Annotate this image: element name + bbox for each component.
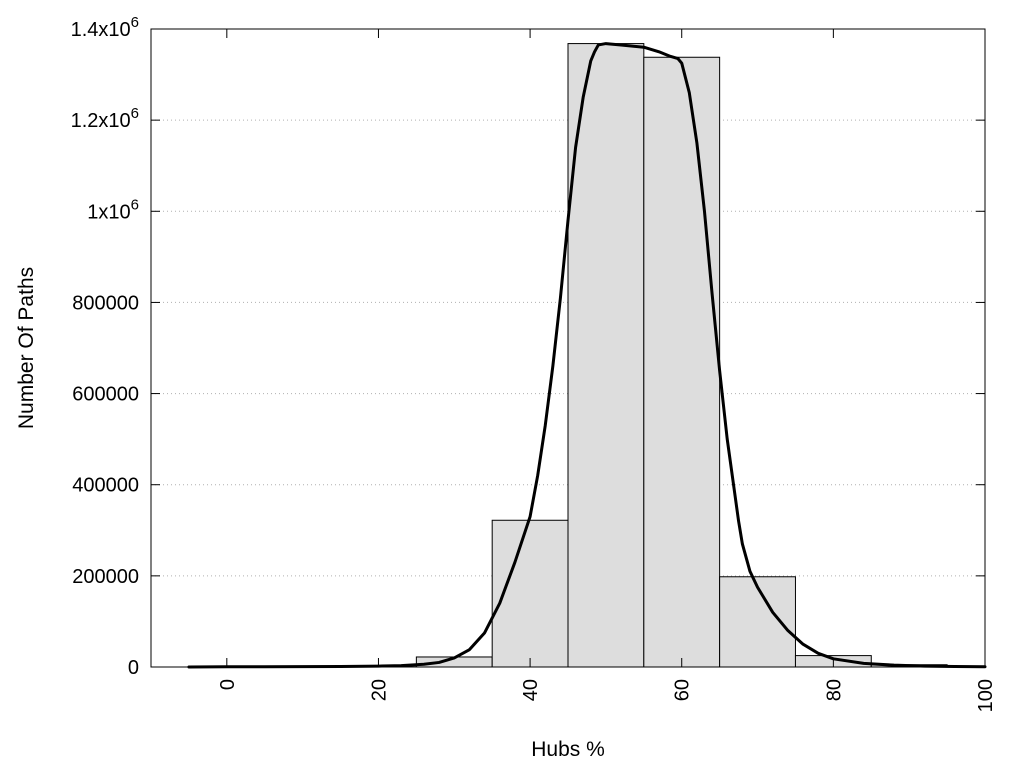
histogram-bar: [567, 43, 645, 668]
y-tick-exponent: 6: [131, 196, 139, 213]
y-tick-exponent: 6: [131, 105, 139, 122]
histogram-bar: [719, 576, 796, 668]
y-tick-label: 0: [128, 657, 139, 679]
x-tick-label: 60: [672, 679, 694, 701]
y-tick-label: 1x106: [87, 196, 139, 223]
y-tick-label: 400000: [72, 475, 139, 497]
y-tick-exponent: 6: [131, 14, 139, 31]
x-tick-label: 100: [975, 679, 997, 712]
y-tick-label: 600000: [72, 384, 139, 406]
y-tick-label: 800000: [72, 292, 139, 314]
y-axis-title: Number Of Paths: [15, 267, 38, 429]
x-axis-title: Hubs %: [531, 738, 605, 761]
x-tick-label: 0: [217, 679, 239, 690]
y-axis: 0 200000 400000 600000 800000 1x106 1.2x106 1.4…: [71, 14, 985, 679]
histogram-bar: [643, 56, 721, 668]
x-tick-label: 20: [368, 679, 390, 701]
y-tick-label: 1.4x106: [71, 14, 139, 41]
y-tick-label: 1.2x106: [71, 105, 139, 132]
x-axis: 0 20 40 60 80 100: [217, 29, 997, 712]
fit-curve: [187, 42, 987, 669]
histogram-bars: [188, 43, 948, 668]
plot-frame: [150, 28, 986, 668]
y-tick-label: 200000: [72, 566, 139, 588]
x-tick-label: 40: [520, 679, 542, 701]
x-tick-label: 80: [823, 679, 845, 701]
